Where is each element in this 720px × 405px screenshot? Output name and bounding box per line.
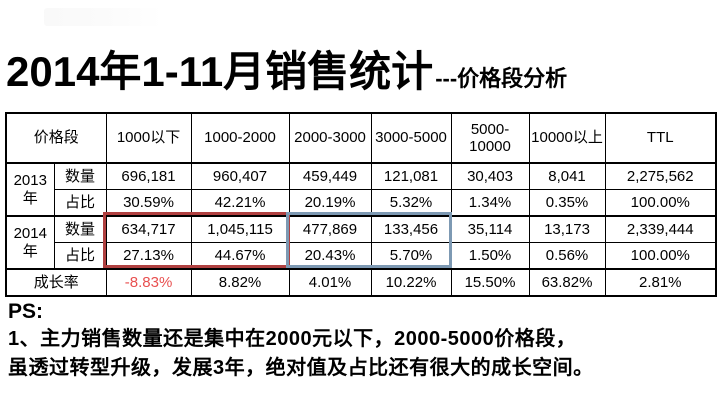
column-header: 10000以上 bbox=[528, 112, 606, 164]
page-title-main: 2014年1-11月销售统计 bbox=[6, 48, 434, 95]
table-cell: 63.82% bbox=[528, 268, 606, 297]
price-segment-table-wrapper: 价格段 1000以下 1000-2000 2000-3000 3000-5000… bbox=[5, 112, 718, 297]
table-cell: 20.43% bbox=[288, 242, 372, 270]
table-cell: 0.35% bbox=[528, 189, 606, 217]
table-cell: 1.34% bbox=[450, 189, 530, 217]
column-header: TTL bbox=[604, 112, 717, 164]
price-segment-table: 价格段 1000以下 1000-2000 2000-3000 3000-5000… bbox=[5, 112, 718, 297]
ps-line-1: 1、主力销售数量还是集中在2000元以下，2000-5000价格段， bbox=[8, 328, 577, 350]
faint-logo-watermark bbox=[44, 8, 162, 26]
row-label-qty: 数量 bbox=[53, 215, 107, 243]
table-cell: 0.56% bbox=[528, 242, 606, 270]
table-cell: 121,081 bbox=[370, 162, 452, 190]
table-cell: 5.70% bbox=[370, 242, 452, 270]
table-cell: 459,449 bbox=[288, 162, 372, 190]
table-cell: 27.13% bbox=[105, 242, 192, 270]
table-cell: 100.00% bbox=[604, 242, 717, 270]
table-cell: 133,456 bbox=[370, 215, 452, 243]
page-title-suffix: ---价格段分析 bbox=[435, 66, 568, 91]
table-cell: 960,407 bbox=[190, 162, 290, 190]
row-label-qty: 数量 bbox=[53, 162, 107, 190]
column-header: 2000-3000 bbox=[288, 112, 372, 164]
table-cell: 10.22% bbox=[370, 268, 452, 297]
table-cell: 30.59% bbox=[105, 189, 192, 217]
column-header: 1000-2000 bbox=[190, 112, 290, 164]
table-cell: 2,275,562 bbox=[604, 162, 717, 190]
table-cell: 13,173 bbox=[528, 215, 606, 243]
table-cell: 5.32% bbox=[370, 189, 452, 217]
table-cell: 30,403 bbox=[450, 162, 530, 190]
table-cell: 2,339,444 bbox=[604, 215, 717, 243]
table-cell-negative: -8.83% bbox=[105, 268, 192, 297]
table-cell: 44.67% bbox=[190, 242, 290, 270]
row-label-share: 占比 bbox=[53, 242, 107, 270]
ps-label: PS: bbox=[8, 300, 44, 323]
table-cell: 2.81% bbox=[604, 268, 717, 297]
table-cell: 696,181 bbox=[105, 162, 192, 190]
table-cell: 100.00% bbox=[604, 189, 717, 217]
growth-rate-label: 成长率 bbox=[5, 268, 107, 297]
corner-header: 价格段 bbox=[5, 112, 107, 164]
column-header: 1000以下 bbox=[105, 112, 192, 164]
table-cell: 634,717 bbox=[105, 215, 192, 243]
ps-notes: PS: 1、主力销售数量还是集中在2000元以下，2000-5000价格段， 虽… bbox=[8, 299, 714, 383]
table-cell: 8,041 bbox=[528, 162, 606, 190]
page-title: 2014年1-11月销售统计---价格段分析 bbox=[6, 44, 714, 100]
table-cell: 1,045,115 bbox=[190, 215, 290, 243]
year-label-2013: 2013年 bbox=[5, 162, 55, 217]
table-cell: 42.21% bbox=[190, 189, 290, 217]
table-cell: 35,114 bbox=[450, 215, 530, 243]
table-cell: 15.50% bbox=[450, 268, 530, 297]
table-cell: 4.01% bbox=[288, 268, 372, 297]
table-cell: 20.19% bbox=[288, 189, 372, 217]
year-label-2014: 2014年 bbox=[5, 215, 55, 270]
column-header: 3000-5000 bbox=[370, 112, 452, 164]
table-cell: 8.82% bbox=[190, 268, 290, 297]
table-cell: 1.50% bbox=[450, 242, 530, 270]
column-header: 5000-10000 bbox=[450, 112, 530, 164]
table-cell: 477,869 bbox=[288, 215, 372, 243]
ps-line-2: 虽透过转型升级，发展3年，绝对值及占比还有很大的成长空间。 bbox=[8, 357, 594, 379]
row-label-share: 占比 bbox=[53, 189, 107, 217]
